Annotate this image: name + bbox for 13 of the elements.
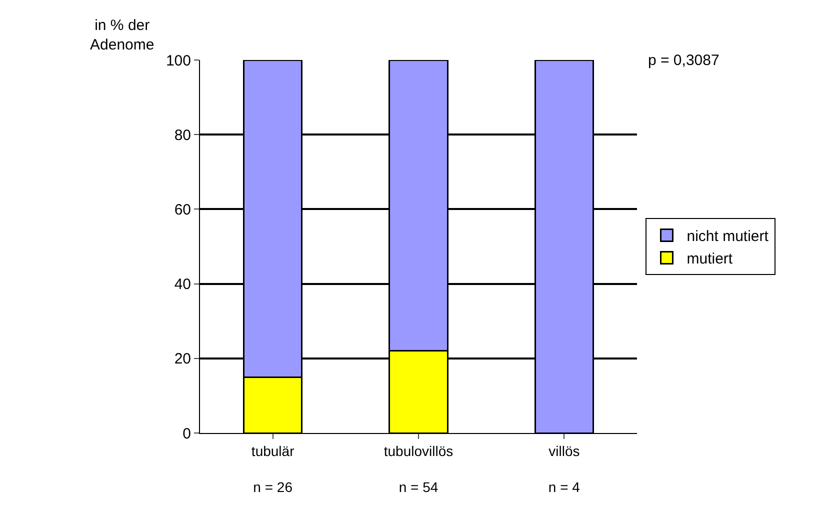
y-tick-label: 60 xyxy=(174,201,191,218)
legend-label: mutiert xyxy=(686,250,734,268)
category-label: tubulär n = 26 xyxy=(251,442,294,496)
y-tick-label: 80 xyxy=(174,126,191,144)
category-label: tubulovillös n = 54 xyxy=(384,442,454,496)
y-tick-label: 20 xyxy=(174,350,191,368)
text: p = 0,3087 xyxy=(648,52,720,69)
y-tick-label: 0 xyxy=(182,425,191,442)
legend-label: nicht mutiert xyxy=(686,228,770,246)
y-tick-label: 40 xyxy=(174,276,191,294)
category-label: villös n = 4 xyxy=(548,442,580,496)
y-tick-label: 100 xyxy=(166,52,191,70)
y-axis-title: in % der Adenome xyxy=(90,17,154,54)
